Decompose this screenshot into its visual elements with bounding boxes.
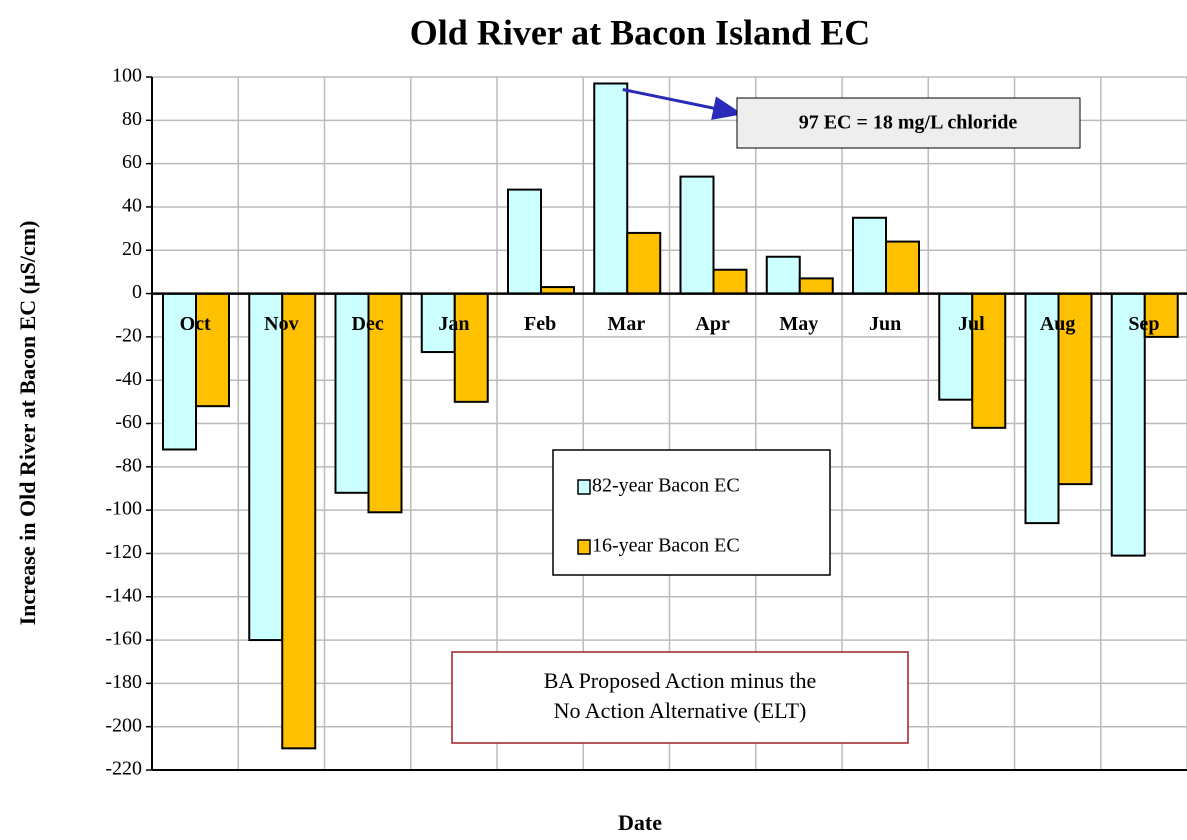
- bar: [1110, 292, 1146, 557]
- y-tick-label: 60: [122, 151, 142, 173]
- legend-swatch: [577, 479, 591, 495]
- x-tick-label: Apr: [695, 313, 730, 335]
- y-tick-label: -140: [105, 584, 142, 606]
- y-axis-label: Increase in Old River at Bacon EC (µS/cm…: [15, 221, 40, 626]
- bar: [885, 240, 920, 295]
- y-tick-label: -60: [115, 411, 142, 433]
- y-tick-label: 40: [122, 195, 142, 217]
- x-tick-label: Jul: [958, 313, 985, 335]
- x-tick-label: Dec: [352, 313, 384, 335]
- y-tick-label: 100: [112, 65, 142, 87]
- y-tick-label: -100: [105, 498, 142, 520]
- note-text: No Action Alternative (ELT): [554, 698, 807, 723]
- y-tick-label: -40: [115, 368, 142, 390]
- x-tick-label: Jun: [869, 313, 901, 335]
- bar: [453, 292, 489, 403]
- bar: [712, 268, 748, 295]
- bar: [938, 292, 974, 401]
- note-box: [451, 651, 909, 744]
- x-tick-label: Mar: [607, 313, 645, 335]
- bar: [593, 82, 629, 295]
- bar: [852, 216, 887, 295]
- x-tick-label: Oct: [180, 313, 211, 335]
- chart-title: Old River at Bacon Island EC: [410, 12, 870, 52]
- y-tick-label: -80: [115, 454, 142, 476]
- x-tick-label: Aug: [1040, 313, 1076, 335]
- bar: [367, 292, 403, 514]
- y-tick-label: -20: [115, 324, 142, 346]
- bar: [507, 188, 542, 295]
- bar: [162, 292, 197, 451]
- y-tick-label: -180: [105, 671, 142, 693]
- note-text: BA Proposed Action minus the: [544, 668, 817, 693]
- legend-swatch: [577, 539, 591, 555]
- y-tick-label: 20: [122, 238, 142, 260]
- bar: [195, 292, 230, 408]
- legend-label: 82-year Bacon EC: [592, 475, 740, 497]
- bar: [798, 277, 834, 295]
- bar: [1057, 292, 1093, 486]
- callout-box: [736, 97, 1081, 149]
- y-tick-label: -120: [105, 541, 142, 563]
- y-tick-label: 80: [122, 108, 142, 130]
- legend-box: [552, 449, 831, 576]
- bar: [626, 231, 662, 295]
- bar: [679, 175, 715, 295]
- y-tick-label: -220: [105, 758, 142, 780]
- bar: [971, 292, 1007, 429]
- x-tick-label: Feb: [524, 313, 556, 335]
- y-tick-label: -160: [105, 628, 142, 650]
- callout-text: 97 EC = 18 mg/L chloride: [799, 112, 1018, 134]
- x-tick-label: Sep: [1128, 313, 1159, 335]
- x-tick-label: Jan: [438, 313, 469, 335]
- bar: [765, 255, 801, 295]
- x-tick-label: May: [779, 313, 818, 335]
- bar: [248, 292, 284, 642]
- x-tick-label: Nov: [264, 313, 298, 335]
- legend-label: 16-year Bacon EC: [592, 535, 740, 557]
- bar: [281, 292, 317, 750]
- y-tick-label: 0: [132, 281, 142, 303]
- x-axis-label: Date: [618, 810, 662, 835]
- y-tick-label: -200: [105, 714, 142, 736]
- callout-arrow: [622, 88, 743, 120]
